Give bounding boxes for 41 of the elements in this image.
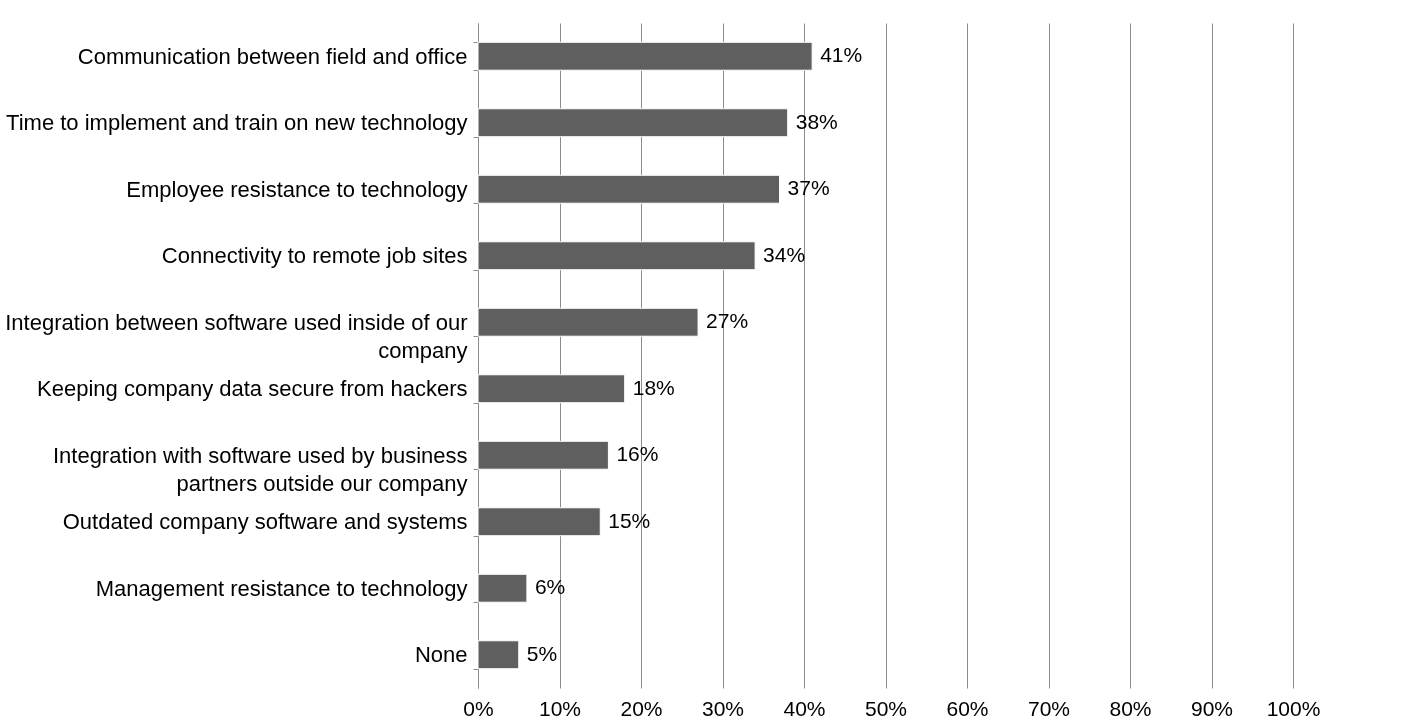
x-tick-label: 60% xyxy=(946,696,989,720)
y-tick-label: Connectivity to remote job sites xyxy=(161,243,468,269)
bar xyxy=(477,573,528,603)
bar xyxy=(477,374,626,404)
y-tick-label: Outdated company software and systems xyxy=(62,509,468,535)
data-label: 37% xyxy=(787,176,830,200)
bar xyxy=(477,174,781,204)
data-label: 41% xyxy=(820,43,863,67)
x-tick-label: 80% xyxy=(1109,696,1152,720)
y-tick-label: Time to implement and train on new technology xyxy=(6,110,468,136)
data-label: 5% xyxy=(526,641,558,665)
x-tick-label: 40% xyxy=(783,696,826,720)
x-tick-label: 70% xyxy=(1027,696,1071,720)
x-tick-label: 10% xyxy=(538,696,582,720)
x-tick-label: 90% xyxy=(1190,696,1234,720)
bar xyxy=(477,507,601,537)
x-tick-label: 0% xyxy=(463,696,494,720)
bar xyxy=(477,640,520,670)
y-tick-label: Communication between field and office xyxy=(77,43,468,69)
bar xyxy=(477,108,789,138)
x-tick-label: 20% xyxy=(620,696,663,720)
y-tick-label: Employee resistance to technology xyxy=(126,176,468,202)
data-label: 15% xyxy=(608,508,651,532)
data-label: 38% xyxy=(795,109,838,133)
y-tick-label: Management resistance to technology xyxy=(95,575,468,601)
y-tick-label: Integration with software used by business partners outside our company xyxy=(52,442,468,496)
x-tick-label: 30% xyxy=(701,696,745,720)
data-label: 6% xyxy=(534,575,566,599)
y-tick-label: Keeping company data secure from hackers xyxy=(37,376,468,402)
data-label: 18% xyxy=(632,375,675,399)
data-label: 27% xyxy=(706,309,749,333)
y-tick-label: Integration between software used inside of our company xyxy=(5,309,468,363)
bar xyxy=(477,307,699,337)
bar xyxy=(477,41,813,71)
x-tick-label: 50% xyxy=(864,696,908,720)
y-tick-label: None xyxy=(414,642,468,668)
bar xyxy=(477,440,609,470)
bar xyxy=(477,241,756,271)
data-label: 16% xyxy=(616,442,659,466)
x-tick-label: 100% xyxy=(1266,696,1321,720)
data-label: 34% xyxy=(763,242,806,266)
